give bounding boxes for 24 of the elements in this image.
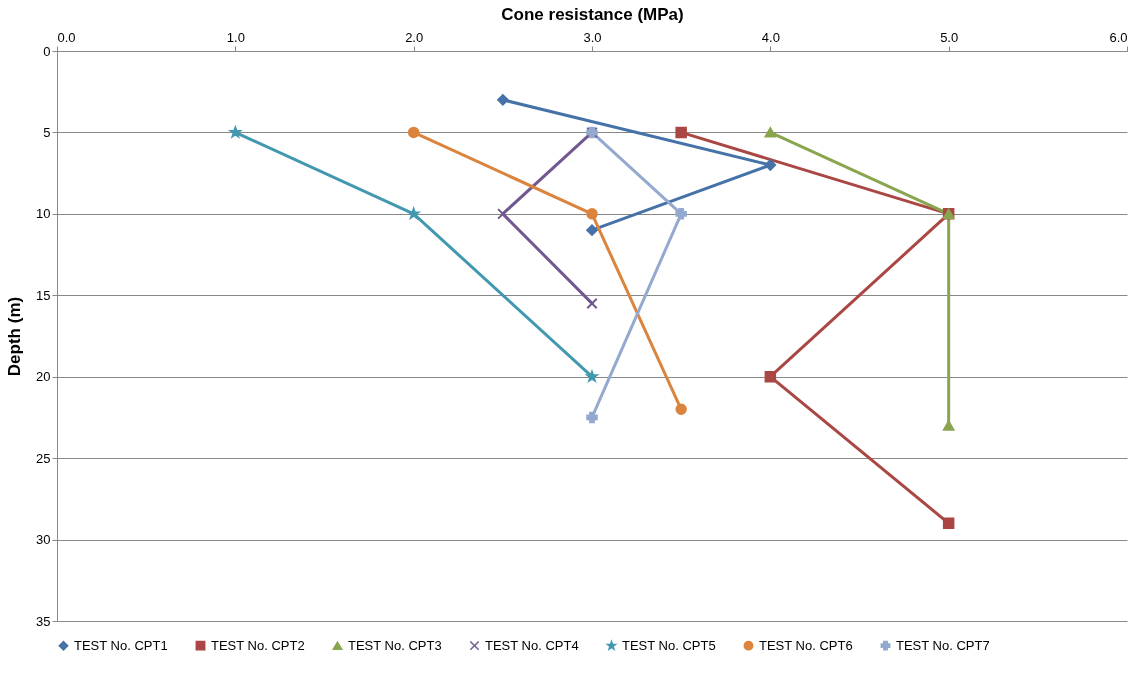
legend-label: TEST No. CPT7 bbox=[896, 637, 990, 653]
legend-label: TEST No. CPT6 bbox=[759, 637, 853, 653]
x-tick-label: 4.0 bbox=[761, 29, 780, 45]
y-axis-title: Depth (m) bbox=[5, 296, 25, 377]
legend-label: TEST No. CPT5 bbox=[622, 637, 716, 653]
x-tick-label: 0.0 bbox=[57, 29, 76, 45]
x-tick-label: 3.0 bbox=[583, 29, 602, 45]
x-tick-label: 1.0 bbox=[226, 29, 245, 45]
y-tick-label: 25 bbox=[36, 450, 51, 466]
y-tick-label: 30 bbox=[36, 532, 51, 548]
y-tick-label: 35 bbox=[36, 613, 51, 629]
y-tick-label: 5 bbox=[43, 124, 51, 140]
legend-label: TEST No. CPT2 bbox=[211, 637, 305, 653]
y-tick-label: 10 bbox=[36, 206, 51, 222]
y-tick-label: 0 bbox=[43, 43, 51, 59]
x-tick-label: 2.0 bbox=[405, 29, 424, 45]
x-axis-title: Cone resistance (MPa) bbox=[501, 4, 684, 24]
y-tick-label: 20 bbox=[36, 369, 51, 385]
legend-label: TEST No. CPT4 bbox=[485, 637, 579, 653]
y-tick-label: 15 bbox=[36, 287, 51, 303]
x-tick-label: 6.0 bbox=[1109, 29, 1128, 45]
x-tick-label: 5.0 bbox=[940, 29, 959, 45]
legend-label: TEST No. CPT3 bbox=[348, 637, 442, 653]
legend-label: TEST No. CPT1 bbox=[74, 637, 168, 653]
